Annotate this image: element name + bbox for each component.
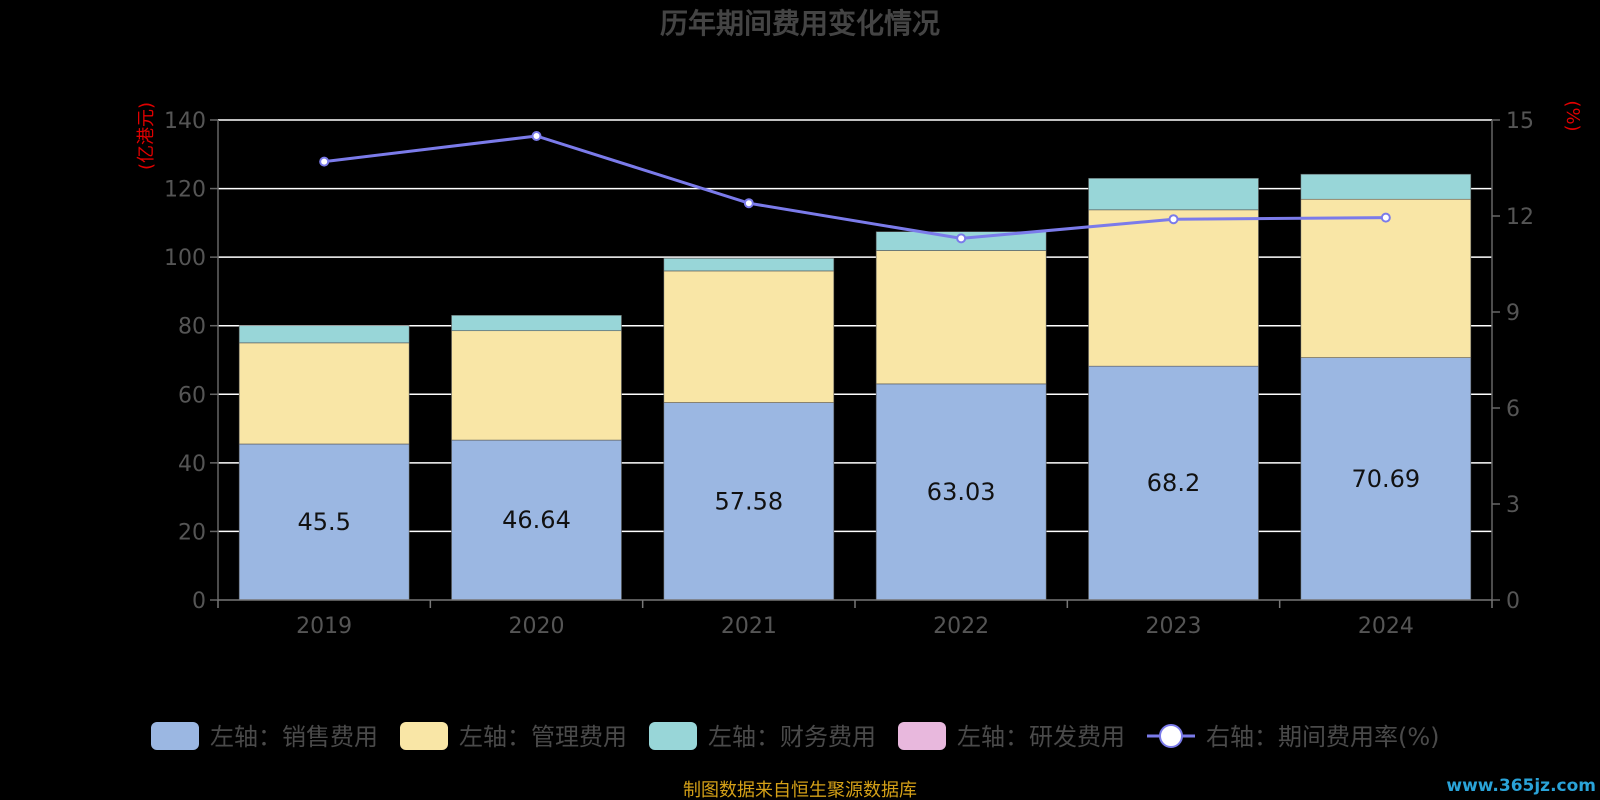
- bar-value-label: 70.69: [1351, 465, 1420, 493]
- left-tick-label: 20: [178, 520, 206, 545]
- right-tick-label: 3: [1506, 493, 1520, 518]
- legend-label: 左轴：研发费用: [957, 723, 1125, 751]
- bar-segment: [1300, 357, 1472, 601]
- rate-point: [531, 131, 542, 141]
- bar-value-label: 46.64: [502, 506, 571, 534]
- left-tick-label: 140: [164, 109, 206, 134]
- left-tick-label: 100: [164, 246, 206, 271]
- x-tick-label: 2020: [509, 614, 565, 639]
- bar-segment: [1300, 198, 1472, 358]
- right-axis-unit: (%): [1562, 100, 1583, 131]
- bar-segment: [663, 402, 835, 601]
- legend-label: 左轴：管理费用: [459, 723, 627, 751]
- right-tick-label: 6: [1506, 397, 1520, 422]
- left-axis-unit: (亿港元): [136, 102, 157, 170]
- right-tick-label: 12: [1506, 205, 1534, 230]
- x-tick-label: 2019: [296, 614, 352, 639]
- bars-group: 45.5 46.64 57.58 63.03 68.2 70.69: [238, 173, 1472, 601]
- legend-label: 右轴：期间费用率(%): [1206, 723, 1440, 751]
- x-tick-label: 2024: [1358, 614, 1414, 639]
- x-tick-label: 2022: [933, 614, 989, 639]
- bar-segment: [1300, 173, 1472, 200]
- chart-title: 历年期间费用变化情况: [660, 7, 940, 40]
- left-tick-label: 40: [178, 452, 206, 477]
- left-tick-label: 80: [178, 315, 206, 340]
- right-tick-label: 0: [1506, 589, 1520, 614]
- bar-segment: [451, 330, 622, 441]
- bar-value-label: 45.5: [297, 508, 350, 536]
- legend-label: 左轴：销售费用: [210, 723, 378, 751]
- bar-segment: [451, 314, 622, 332]
- bar-value-label: 63.03: [927, 478, 996, 506]
- bar-segment: [663, 257, 835, 272]
- rate-line: [323, 134, 1386, 240]
- left-tick-label: 0: [192, 589, 206, 614]
- rate-point: [956, 233, 967, 244]
- legend-swatch: [649, 722, 697, 750]
- right-tick-label: 15: [1506, 109, 1534, 134]
- left-tick-label: 60: [178, 383, 206, 408]
- bar-segment: [1088, 365, 1259, 601]
- bar-segment: [663, 270, 835, 403]
- bar-segment: [1088, 177, 1259, 211]
- bar-segment: [238, 325, 410, 344]
- axes-group: 0 20 40 60 80 100 120 140 0 3 6 9 12 15 2019 2020 2021 20…: [164, 109, 1534, 639]
- bar-value-label: 68.2: [1147, 469, 1200, 497]
- watermark: www.365jz.com: [1446, 776, 1596, 796]
- legend-swatch: [898, 722, 946, 750]
- data-source-note: 制图数据来自恒生聚源数据库: [683, 780, 917, 800]
- legend-swatch: [151, 722, 199, 750]
- left-tick-label: 120: [164, 178, 206, 203]
- right-tick-label: 9: [1506, 301, 1520, 326]
- x-tick-label: 2021: [721, 614, 777, 639]
- bar-segment: [238, 342, 410, 445]
- legend-label: 左轴：财务费用: [708, 723, 876, 751]
- x-tick-label: 2023: [1146, 614, 1202, 639]
- legend-line-marker: [1159, 724, 1183, 748]
- rate-line-group: [319, 131, 1391, 244]
- bar-segment: [875, 383, 1047, 601]
- legend-swatch: [400, 722, 448, 750]
- bar-value-label: 57.58: [714, 487, 783, 515]
- bar-segment: [451, 439, 622, 601]
- legend: 左轴：销售费用 左轴：管理费用 左轴：财务费用 左轴：研发费用 右轴：期间费用率(%): [151, 722, 1440, 751]
- bar-segment: [875, 250, 1047, 385]
- rate-point: [1168, 214, 1179, 225]
- rate-point: [319, 156, 330, 167]
- grid-lines: [218, 119, 1492, 533]
- rate-point: [743, 198, 754, 209]
- rate-point: [1380, 212, 1391, 223]
- bar-segment: [1088, 209, 1259, 367]
